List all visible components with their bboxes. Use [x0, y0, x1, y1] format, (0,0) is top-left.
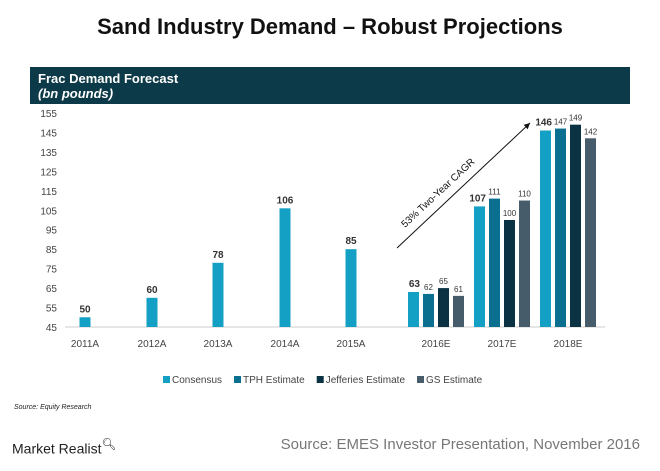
- chart-subtitle: (bn pounds): [38, 86, 114, 101]
- y-tick-label: 85: [46, 245, 58, 256]
- data-label: 111: [488, 188, 501, 197]
- data-label: 107: [469, 193, 486, 204]
- x-tick-label: 2014A: [271, 339, 300, 350]
- market-realist-logo: Market Realist🔍︎: [12, 437, 116, 457]
- slide-title: Sand Industry Demand – Robust Projection…: [97, 14, 563, 39]
- bar: [489, 198, 500, 327]
- x-tick-label: 2013A: [204, 339, 233, 350]
- data-label: 146: [535, 118, 552, 129]
- legend-swatch: [316, 376, 324, 383]
- data-label: 60: [146, 285, 158, 296]
- y-tick-label: 45: [46, 323, 58, 334]
- y-tick-label: 65: [46, 284, 58, 295]
- bar: [438, 288, 449, 327]
- legend-swatch: [163, 376, 170, 383]
- data-label: 85: [345, 236, 357, 247]
- cagr-annotation: 53% Two-Year CAGR: [400, 157, 478, 231]
- y-tick-label: 75: [46, 265, 58, 276]
- data-label: 100: [503, 209, 517, 218]
- x-tick-label: 2016E: [422, 339, 451, 350]
- y-tick-label: 105: [40, 206, 57, 217]
- bar: [474, 206, 485, 327]
- data-label: 147: [554, 118, 568, 127]
- y-tick-label: 145: [40, 128, 57, 139]
- bar: [585, 138, 596, 327]
- bar: [146, 297, 158, 327]
- data-label: 110: [518, 190, 531, 199]
- data-label: 142: [584, 127, 598, 136]
- bar: [519, 200, 530, 327]
- bar: [540, 130, 551, 327]
- chart-title: Frac Demand Forecast: [38, 71, 179, 86]
- x-tick-label: 2012A: [138, 339, 167, 350]
- bar: [279, 208, 291, 327]
- bar: [423, 293, 434, 327]
- bar: [212, 262, 224, 327]
- legend-label: TPH Estimate: [243, 375, 305, 386]
- y-tick-label: 135: [40, 148, 57, 159]
- y-tick-label: 125: [40, 167, 57, 178]
- bar: [345, 249, 357, 327]
- cagr-arrow: [396, 122, 531, 249]
- legend-label: Jefferies Estimate: [326, 375, 406, 386]
- x-tick-label: 2011A: [71, 339, 100, 350]
- data-label: 78: [212, 250, 224, 261]
- data-label: 50: [79, 304, 91, 315]
- y-tick-label: 95: [46, 226, 58, 237]
- legend-swatch: [234, 376, 242, 383]
- y-tick-label: 155: [40, 109, 57, 120]
- footer-source: Source: EMES Investor Presentation, Nove…: [280, 436, 640, 453]
- data-label: 62: [424, 283, 433, 292]
- bar: [570, 124, 581, 327]
- legend-swatch: [417, 376, 425, 383]
- bar: [453, 295, 464, 327]
- bar: [79, 317, 91, 327]
- data-label: 63: [409, 279, 421, 290]
- y-tick-label: 55: [46, 304, 58, 315]
- data-label: 65: [439, 277, 448, 286]
- data-label: 149: [569, 114, 583, 123]
- bar: [504, 220, 515, 327]
- legend-label: GS Estimate: [426, 375, 483, 386]
- bar: [555, 128, 566, 327]
- x-tick-label: 2017E: [488, 339, 517, 350]
- x-tick-label: 2015A: [337, 339, 366, 350]
- chart: 45 55 65 75 85 95 105 115 125 135 145 155 2011A 50 201…: [40, 109, 605, 386]
- bar: [408, 291, 419, 327]
- x-tick-label: 2018E: [554, 339, 583, 350]
- y-tick-label: 115: [41, 187, 57, 198]
- logo-text: Market Realist: [12, 440, 102, 457]
- data-label: 61: [454, 285, 463, 294]
- legend-label: Consensus: [172, 375, 222, 386]
- chart-header: Frac Demand Forecast (bn pounds): [30, 67, 630, 104]
- chart-source: Source: Equity Research: [14, 404, 92, 411]
- magnifier-icon: 🔍︎: [101, 438, 117, 451]
- data-label: 106: [277, 195, 294, 206]
